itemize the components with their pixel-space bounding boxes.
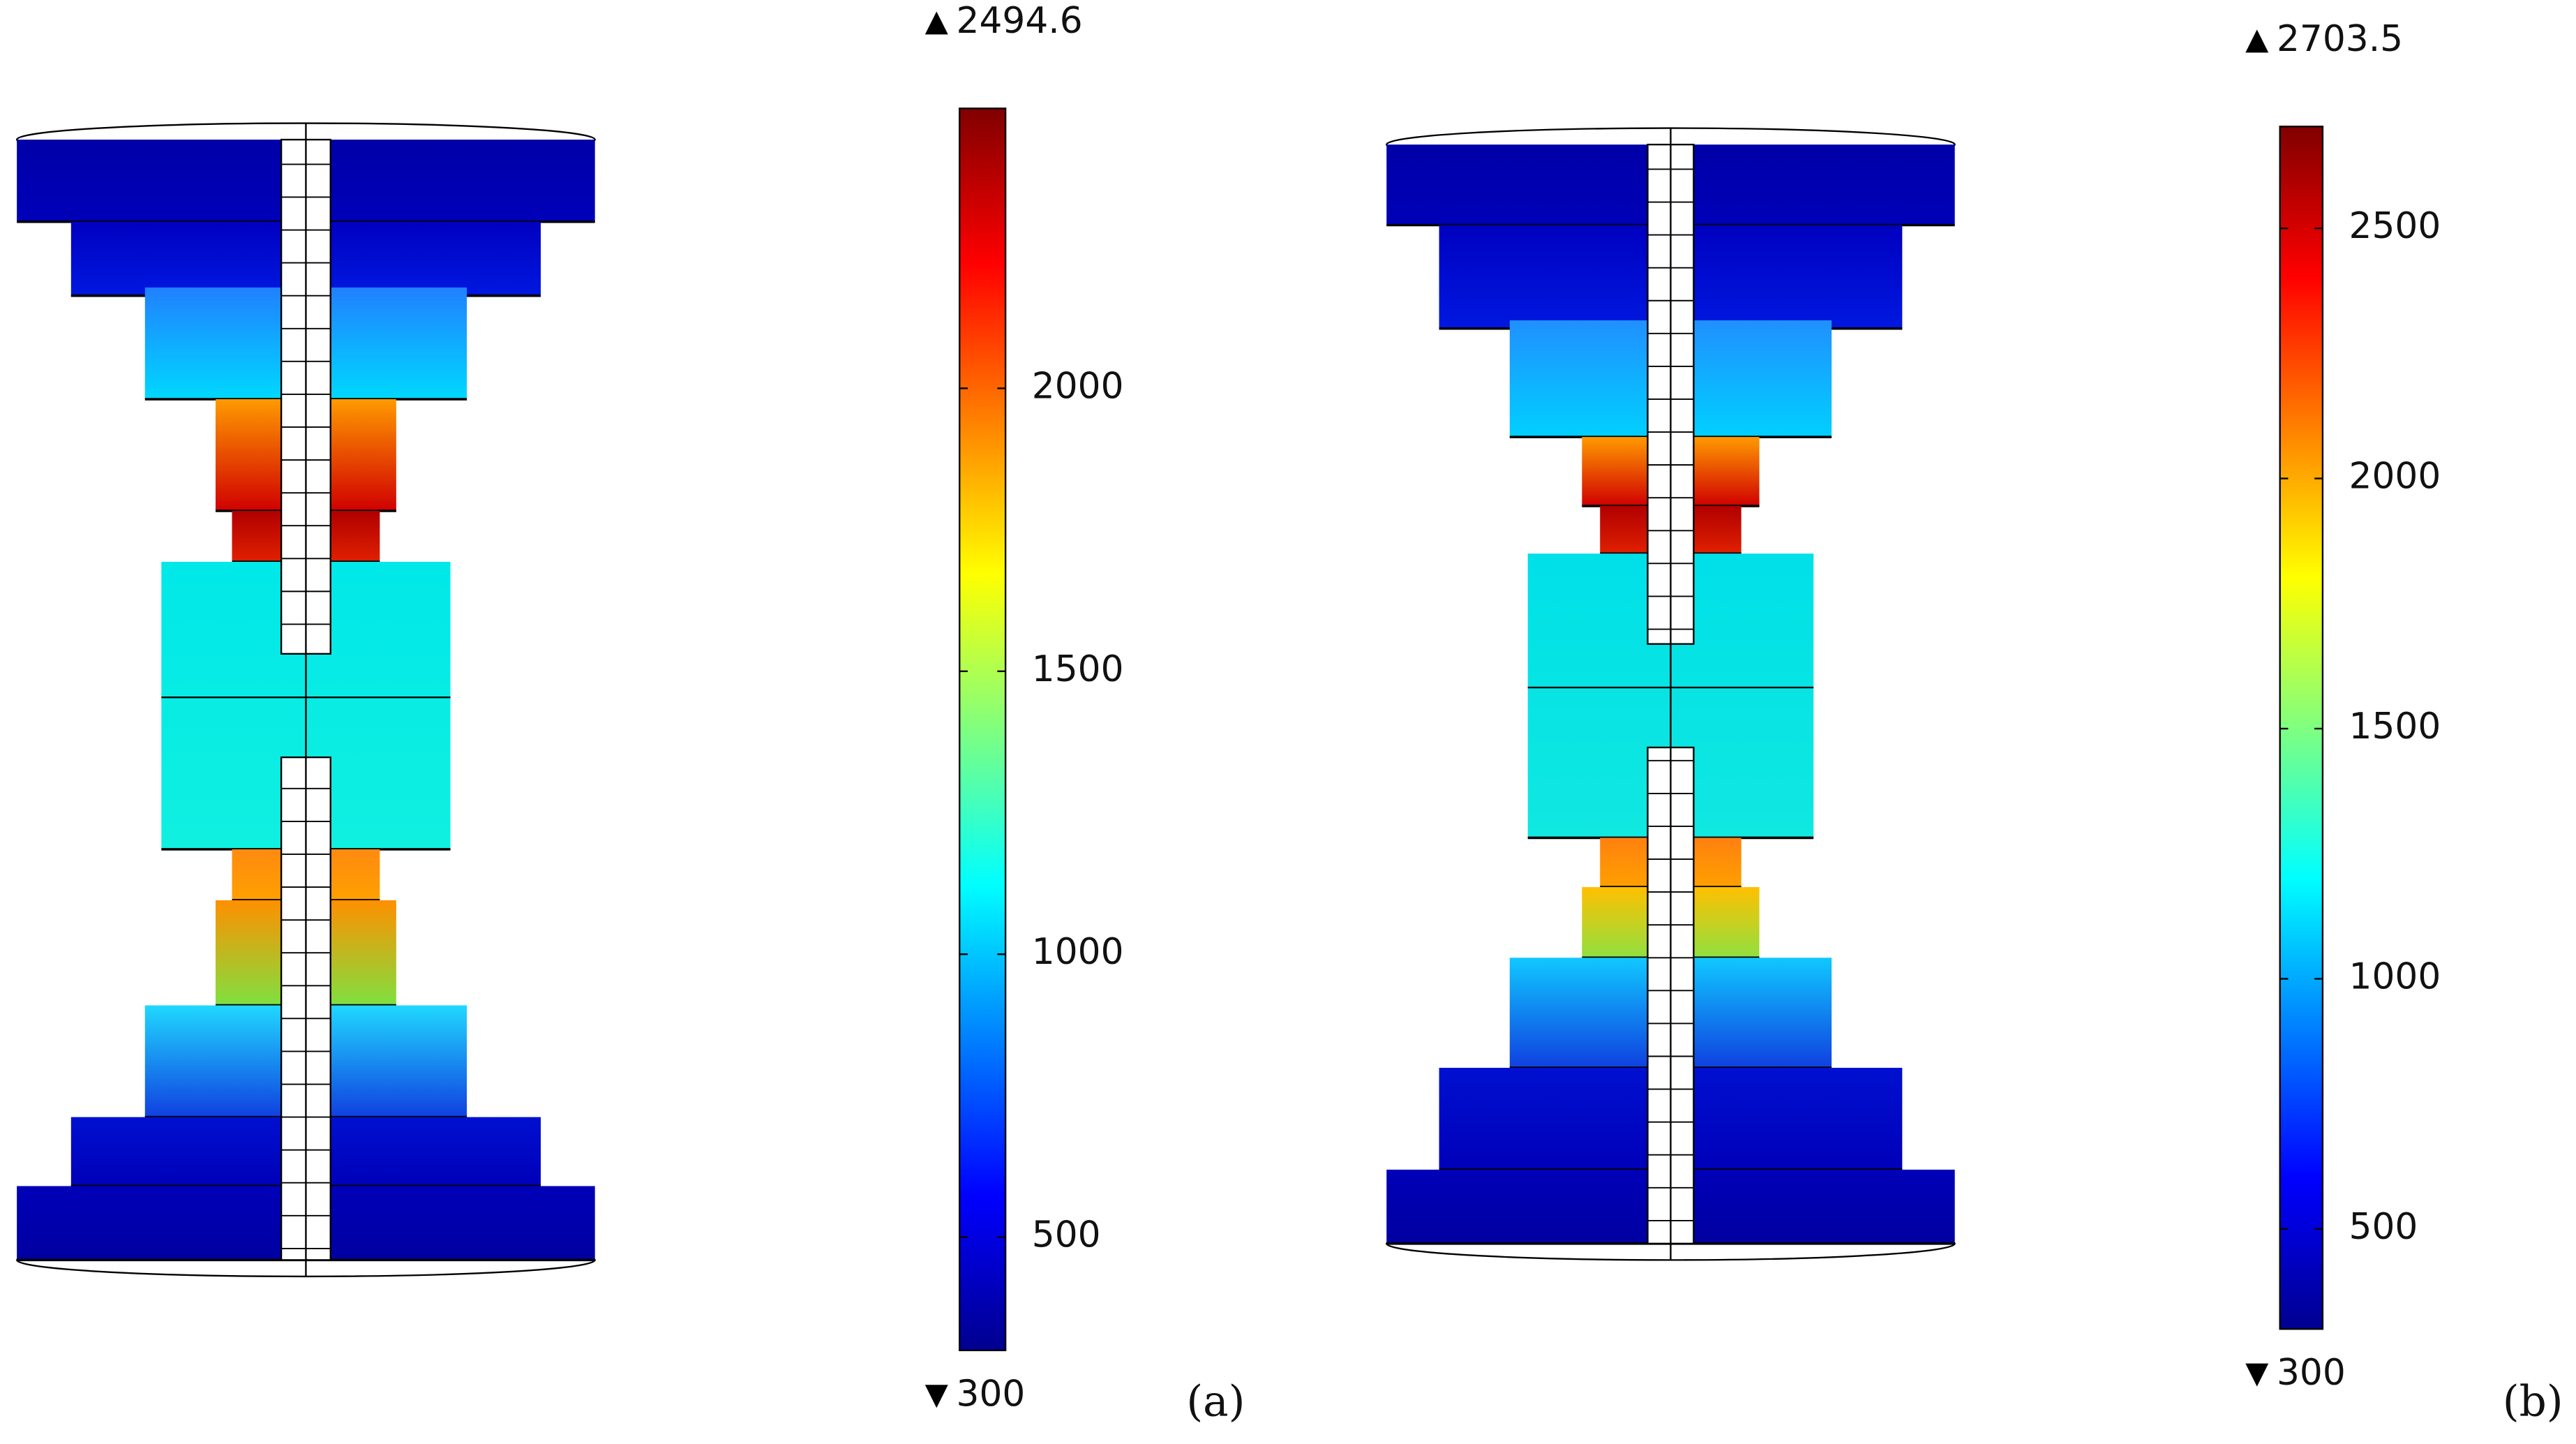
max-marker <box>2245 29 2269 53</box>
tick-label: 2000 <box>2349 456 2441 498</box>
colorbar <box>959 107 1007 1352</box>
max-label: 2703.5 <box>2277 18 2403 60</box>
min-marker <box>2245 1363 2269 1387</box>
max-label: 2494.6 <box>957 0 1083 42</box>
max-marker <box>924 11 948 35</box>
panel-label: (a) <box>1186 1377 1245 1427</box>
min-label: 300 <box>957 1374 1026 1415</box>
tick-label: 500 <box>1032 1214 1101 1256</box>
tick-label: 1500 <box>1032 648 1124 690</box>
panel-label: (b) <box>2503 1377 2563 1427</box>
tick-label: 500 <box>2349 1206 2418 1248</box>
tick-label: 1000 <box>1032 931 1124 973</box>
tick-label: 1500 <box>2349 706 2441 747</box>
tick-label: 2500 <box>2349 205 2441 247</box>
colorbar <box>2279 126 2324 1330</box>
min-label: 300 <box>2277 1352 2346 1394</box>
tick-label: 1000 <box>2349 955 2441 997</box>
min-marker <box>924 1385 948 1408</box>
tick-label: 2000 <box>1032 365 1124 407</box>
